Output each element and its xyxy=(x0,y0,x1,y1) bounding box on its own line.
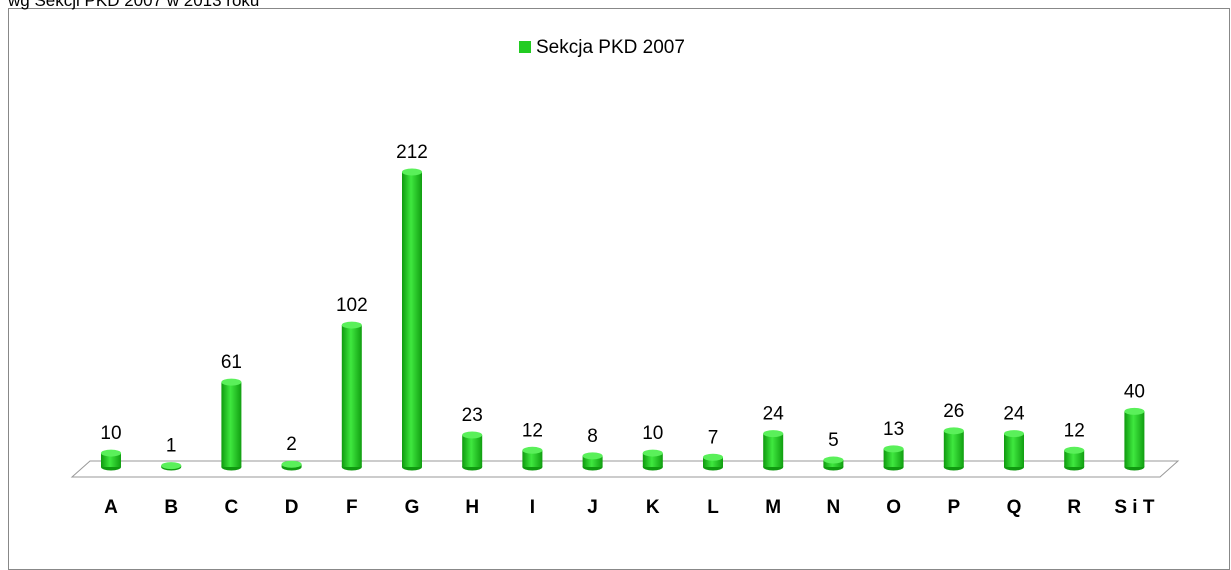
bar-top xyxy=(582,452,603,460)
data-label: 13 xyxy=(883,419,904,440)
data-label: 12 xyxy=(522,420,543,441)
bar-top xyxy=(221,378,242,386)
data-label: 10 xyxy=(642,423,663,444)
x-tick-label: L xyxy=(707,497,719,518)
bar xyxy=(522,450,543,467)
bar xyxy=(462,434,483,467)
bar xyxy=(943,430,964,467)
bar xyxy=(101,453,121,467)
x-tick-label: O xyxy=(886,497,901,518)
x-tick-label: S i T xyxy=(1114,497,1155,518)
x-tick-label: G xyxy=(404,497,420,518)
chart-title: wg Sekcji PKD 2007 w 2013 roku xyxy=(7,0,259,10)
bar xyxy=(221,382,242,467)
data-label: 40 xyxy=(1124,381,1145,402)
bar-top xyxy=(1004,430,1024,438)
bar xyxy=(763,433,784,467)
bar xyxy=(402,172,422,467)
data-label: 7 xyxy=(708,427,719,448)
data-label: 24 xyxy=(763,404,785,425)
data-label: 10 xyxy=(100,423,121,444)
bar-top xyxy=(101,449,121,457)
bar-top xyxy=(1064,446,1085,454)
x-tick-label: Q xyxy=(1006,497,1022,518)
x-tick-label: A xyxy=(104,497,118,518)
bar-top xyxy=(763,430,784,438)
x-tick-label: I xyxy=(529,497,536,518)
data-label: 5 xyxy=(828,430,839,451)
data-label: 102 xyxy=(336,295,368,316)
x-tick-label: D xyxy=(284,497,299,518)
data-label: 12 xyxy=(1064,420,1085,441)
x-tick-label: H xyxy=(465,497,480,518)
bar-top xyxy=(402,168,422,176)
x-tick-label: K xyxy=(645,497,660,518)
bar-top xyxy=(823,456,844,464)
bar-top xyxy=(642,449,663,457)
bar-top xyxy=(462,431,483,439)
x-tick-label: C xyxy=(224,497,239,518)
x-tick-label: J xyxy=(587,497,598,518)
bar-top xyxy=(341,321,362,329)
bar xyxy=(582,455,603,467)
bar-top xyxy=(943,427,964,435)
legend-label: Sekcja PKD 2007 xyxy=(536,37,685,58)
bar xyxy=(1004,433,1024,467)
x-tick-label: M xyxy=(765,497,782,518)
chart-frame xyxy=(8,8,1230,570)
data-label: 8 xyxy=(587,426,598,447)
bar xyxy=(1124,411,1145,467)
data-label: 2 xyxy=(286,434,297,455)
x-tick-label: B xyxy=(164,497,179,518)
bar-top xyxy=(883,445,904,453)
x-tick-label: N xyxy=(826,497,841,518)
bar-top xyxy=(281,460,302,468)
bar-top xyxy=(161,462,182,470)
x-tick-label: R xyxy=(1067,497,1082,518)
data-label: 24 xyxy=(1003,404,1025,425)
x-tick-label: F xyxy=(345,497,358,518)
bar xyxy=(1064,450,1085,467)
data-label: 61 xyxy=(221,352,242,373)
bar xyxy=(703,457,723,467)
bar xyxy=(642,453,663,467)
data-label: 212 xyxy=(396,142,428,163)
bar-top xyxy=(522,446,543,454)
bar-top xyxy=(703,453,723,461)
x-tick-label: P xyxy=(947,497,961,518)
bar xyxy=(883,448,904,467)
bar xyxy=(341,325,362,467)
data-label: 1 xyxy=(166,436,177,457)
legend-swatch xyxy=(519,41,531,53)
data-label: 23 xyxy=(462,405,483,426)
data-label: 26 xyxy=(943,401,964,422)
bar-top xyxy=(1124,407,1145,415)
